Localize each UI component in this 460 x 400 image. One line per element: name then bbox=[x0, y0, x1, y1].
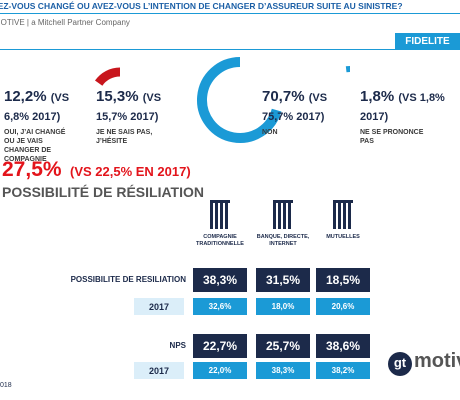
column-label: MUTUELLES bbox=[326, 234, 360, 240]
cell: 18,5% bbox=[316, 268, 370, 292]
highlight-comparison: (VS 22,5% EN 2017) bbox=[70, 164, 191, 179]
cell: 25,7% bbox=[256, 334, 310, 358]
rule bbox=[0, 13, 460, 14]
stat-comparison: (VS 15,7% 2017) bbox=[96, 92, 162, 123]
highlight-label: POSSIBILITÉ DE RÉSILIATION bbox=[2, 184, 204, 200]
stat-description: JE NE SAIS PAS, J’HÉSITE bbox=[96, 129, 153, 145]
stat: 1,8% (VS 1,8% 2017) NE SE PRONONCE PAS bbox=[360, 88, 450, 146]
row-label: 2017 bbox=[134, 298, 184, 315]
tab[interactable]: FIDELITE bbox=[395, 33, 460, 50]
stat-value: 15,3% bbox=[96, 88, 139, 105]
rule bbox=[0, 49, 460, 50]
stat-comparison: (VS 75,7% 2017) bbox=[262, 92, 328, 123]
stat-value: 1,8% bbox=[360, 88, 395, 105]
donut-arc bbox=[94, 67, 121, 86]
column-label: COMPAGNIE TRADITIONNELLE bbox=[196, 234, 244, 247]
row-label: 2017 bbox=[134, 362, 184, 379]
logo-text: motiv bbox=[414, 350, 460, 372]
column-label: BANQUE, DIRECTE, INTERNET bbox=[256, 234, 310, 247]
row-label: POSSIBILITE DE RESILIATION bbox=[70, 275, 186, 284]
donuts bbox=[94, 57, 351, 143]
stat-value: 70,7% bbox=[262, 88, 305, 105]
stat-value: 12,2% bbox=[4, 88, 47, 105]
stat-description: NON bbox=[262, 129, 278, 136]
highlight-value: 27,5% bbox=[2, 158, 62, 181]
stat-description: NE SE PRONONCE PAS bbox=[360, 129, 424, 145]
cell: 18,0% bbox=[256, 298, 310, 315]
cell: 38,3% bbox=[256, 362, 310, 379]
stat: 15,3% (VS 15,7% 2017) JE NE SAIS PAS, J’H… bbox=[96, 88, 186, 146]
title: VEZ-VOUS CHANGÉ OU AVEZ-VOUS L’INTENTION… bbox=[0, 1, 403, 11]
building-icon bbox=[273, 200, 293, 229]
building-icon bbox=[210, 200, 230, 229]
donut-arc bbox=[197, 57, 282, 143]
stat-description: OUI, J’AI CHANGÉ OU JE VAIS CHANGER DE C… bbox=[4, 129, 66, 163]
stat-comparison: (VS 6,8% 2017) bbox=[4, 92, 70, 123]
logo-mark: gt bbox=[388, 352, 412, 376]
cell: 38,6% bbox=[316, 334, 370, 358]
stat-comparison: (VS 1,8% 2017) bbox=[360, 92, 445, 123]
cell: 38,3% bbox=[193, 268, 247, 292]
cell: 20,6% bbox=[316, 298, 370, 315]
subtitle: MOTIVE | a Mitchell Partner Company bbox=[0, 18, 130, 27]
cell: 22,7% bbox=[193, 334, 247, 358]
row-label: NPS bbox=[169, 341, 186, 350]
cell: 22,0% bbox=[193, 362, 247, 379]
page-number: 018 bbox=[0, 382, 12, 389]
stat: 70,7% (VS 75,7% 2017) NON bbox=[262, 88, 347, 137]
building-icon bbox=[333, 200, 353, 229]
stat: 12,2% (VS 6,8% 2017) OUI, J’AI CHANGÉ OU … bbox=[4, 88, 94, 164]
cell: 38,2% bbox=[316, 362, 370, 379]
cell: 31,5% bbox=[256, 268, 310, 292]
cell: 32,6% bbox=[193, 298, 247, 315]
